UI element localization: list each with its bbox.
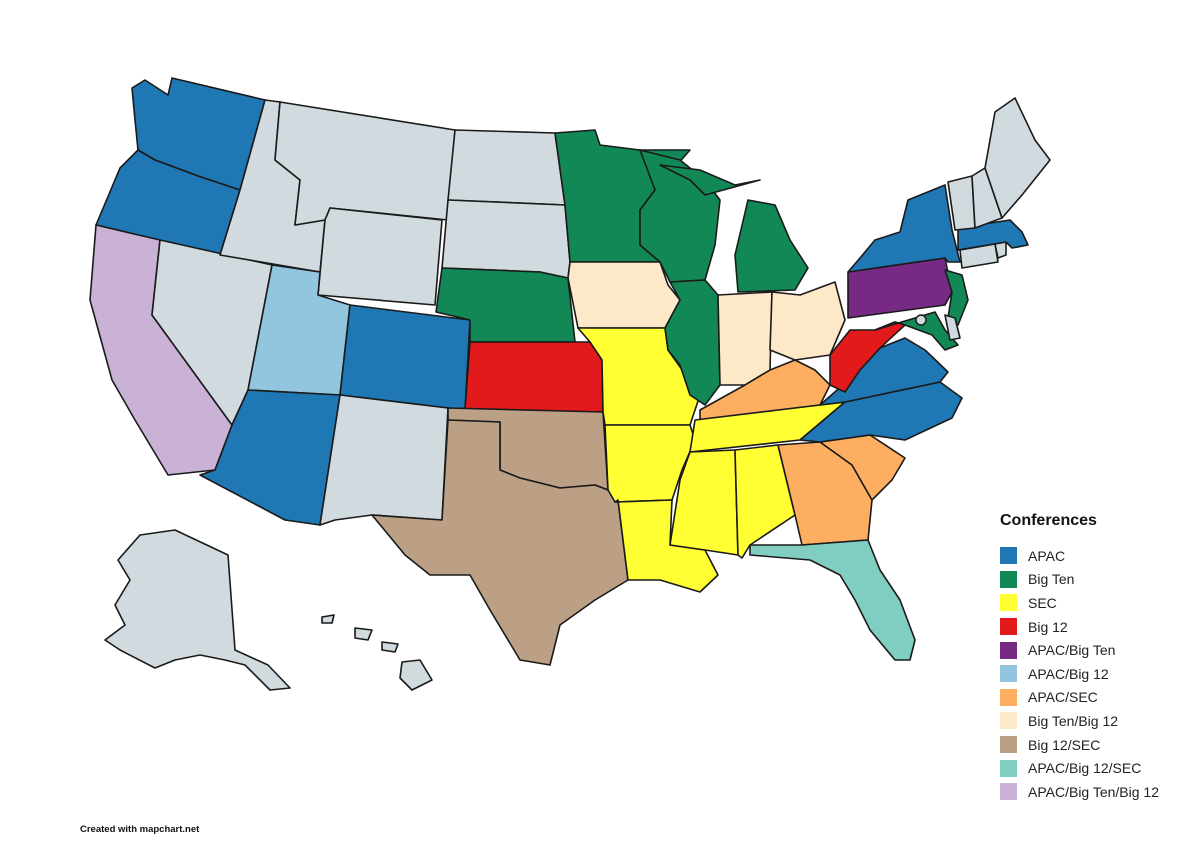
legend-item: Big Ten xyxy=(1000,568,1190,592)
state-co xyxy=(339,304,471,411)
legend-swatch xyxy=(1000,712,1017,730)
legend-item: APAC/Big Ten xyxy=(1000,638,1190,662)
legend-title: Conferences xyxy=(1000,512,1097,529)
legend-label: APAC xyxy=(1028,547,1066,564)
legend-item: Big 12 xyxy=(1000,615,1190,639)
state-me xyxy=(984,97,1051,219)
state-in xyxy=(717,291,773,386)
legend-label: APAC/SEC xyxy=(1028,689,1098,706)
legend-items: APAC Big Ten SEC Big 12 APAC/Big Ten APAC/Big… xyxy=(1000,544,1190,804)
state-fl xyxy=(749,539,916,661)
state-md xyxy=(874,311,959,351)
state-ak xyxy=(104,529,291,691)
legend-item: APAC/SEC xyxy=(1000,686,1190,710)
legend-item: APAC/Big Ten/Big 12 xyxy=(1000,780,1190,804)
state-dc xyxy=(915,314,927,326)
state-hi-1 xyxy=(399,659,433,691)
state-de xyxy=(944,314,961,341)
state-nd xyxy=(447,129,566,206)
state-nm xyxy=(319,394,449,526)
legend-label: Big Ten xyxy=(1028,571,1075,588)
legend-item: SEC xyxy=(1000,591,1190,615)
legend-label: SEC xyxy=(1028,594,1057,611)
state-ny xyxy=(847,184,961,273)
legend-swatch xyxy=(1000,688,1017,706)
state-ar xyxy=(604,424,696,503)
state-mt xyxy=(274,101,456,226)
state-hi-4 xyxy=(321,614,335,624)
state-wv xyxy=(829,321,906,393)
legend-label: APAC/Big 12 xyxy=(1028,665,1109,682)
state-wy xyxy=(317,207,443,306)
legend-item: APAC xyxy=(1000,544,1190,568)
state-ia xyxy=(567,261,681,329)
state-la xyxy=(614,499,719,593)
legend-swatch xyxy=(1000,665,1017,683)
legend-label: Big 12/SEC xyxy=(1028,736,1101,753)
legend-item: APAC/Big 12 xyxy=(1000,662,1190,686)
legend: Conferences APAC Big Ten SEC Big 12 APAC/Big… xyxy=(1000,512,1190,804)
legend-swatch xyxy=(1000,783,1017,801)
state-ks xyxy=(464,341,604,413)
legend-label: Big 12 xyxy=(1028,618,1068,635)
legend-swatch xyxy=(1000,547,1017,565)
state-hi-2 xyxy=(354,627,373,641)
legend-label: APAC/Big Ten xyxy=(1028,642,1116,659)
credit-text: Created with mapchart.net xyxy=(80,824,200,835)
state-hi-3 xyxy=(381,641,399,653)
legend-swatch xyxy=(1000,570,1017,588)
state-mi-upper xyxy=(659,164,761,196)
legend-label: Big Ten/Big 12 xyxy=(1028,712,1119,729)
legend-label: APAC/Big 12/SEC xyxy=(1028,760,1142,777)
state-oh xyxy=(769,281,846,361)
state-nj xyxy=(944,269,969,326)
legend-item: APAC/Big 12/SEC xyxy=(1000,756,1190,780)
state-mi xyxy=(734,199,809,293)
legend-swatch xyxy=(1000,641,1017,659)
legend-swatch xyxy=(1000,759,1017,777)
legend-item: Big 12/SEC xyxy=(1000,733,1190,757)
state-sd xyxy=(441,199,571,279)
legend-label: APAC/Big Ten/Big 12 xyxy=(1028,783,1160,800)
legend-item: Big Ten/Big 12 xyxy=(1000,709,1190,733)
state-il xyxy=(664,279,721,406)
legend-swatch xyxy=(1000,736,1017,754)
state-vt xyxy=(947,175,976,231)
legend-swatch xyxy=(1000,594,1017,612)
state-tx xyxy=(371,419,629,666)
legend-swatch xyxy=(1000,618,1017,636)
